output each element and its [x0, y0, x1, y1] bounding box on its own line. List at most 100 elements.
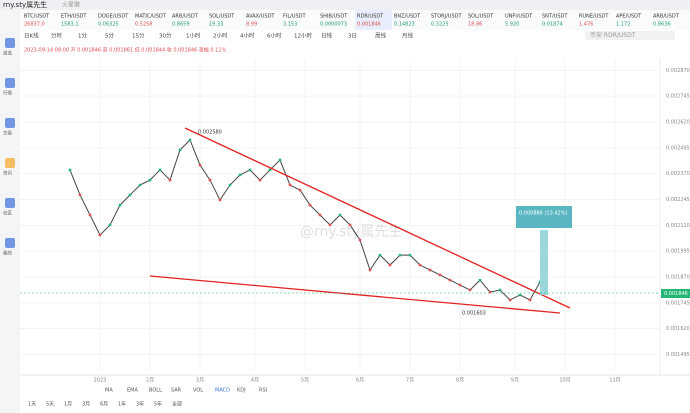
ticker-name[interactable]: RUNE/USDT	[579, 14, 609, 20]
y-tick-label: 0.001995	[666, 249, 690, 255]
toolbar-item[interactable]: 月线	[402, 32, 414, 40]
indicator-tab[interactable]: MA	[105, 388, 113, 394]
toolbar-item[interactable]: 15分	[132, 32, 145, 40]
price-point	[118, 203, 122, 207]
period-tab[interactable]: 5年	[154, 401, 162, 408]
ticker-name[interactable]: APE/USDT	[616, 14, 642, 20]
ticker-name[interactable]: SOL/USDT	[468, 14, 494, 20]
indicator-tab[interactable]: EMA	[127, 388, 138, 394]
title-bar	[0, 0, 690, 10]
sidebar-label: 社区	[3, 210, 12, 217]
toolbar-item[interactable]: 2小时	[213, 32, 228, 40]
ticker-name[interactable]: ETH/USDT	[61, 14, 87, 20]
indicator-tab[interactable]: SAR	[171, 388, 182, 394]
ticker-name[interactable]: SNT/USDT	[542, 14, 568, 20]
toolbar-item[interactable]: 周线	[375, 32, 387, 40]
ticker-name[interactable]: MATIC/USDT	[135, 14, 167, 20]
toolbar-item[interactable]: 分时	[51, 32, 63, 40]
ticker-name[interactable]: BTC/USDT	[24, 14, 50, 20]
y-tick-label: 0.001870	[666, 275, 690, 281]
ticker-name[interactable]: BNZ/USDT	[394, 14, 421, 20]
x-tick-label: 6月	[356, 378, 364, 384]
price-point	[178, 148, 182, 152]
toolbar-item[interactable]: 12小时	[294, 32, 312, 40]
price-point	[68, 168, 72, 172]
indicator-tab[interactable]: BOLL	[149, 388, 162, 394]
search-box[interactable]	[585, 31, 675, 40]
price-point	[368, 268, 372, 272]
toolbar-item[interactable]: 日线	[321, 32, 333, 40]
last-price-box	[661, 289, 690, 298]
price-point	[238, 173, 242, 177]
period-tab[interactable]: 1天	[28, 402, 36, 408]
price-point	[108, 223, 112, 227]
dynamic: BTC/USDT 26837.0 ETH/USDT 1583.1 DOGE/USDT 0.…	[3, 10, 690, 408]
sidebar-icon[interactable]	[5, 198, 15, 208]
search-text[interactable]: 币安 RDR/USDT	[590, 31, 636, 39]
sidebar-icon[interactable]	[5, 78, 15, 88]
toolbar-item[interactable]: 30分	[159, 32, 172, 40]
ticker-name[interactable]: SOL/USDT	[209, 14, 235, 20]
ticker-price: 0.001846	[357, 22, 381, 28]
indicator-tab[interactable]: MACD	[215, 388, 230, 394]
period-tab[interactable]: 1月	[64, 402, 72, 408]
ohlc-info: 2023-09-14 08:00 开 0.001846 高 0.001861 低…	[24, 47, 227, 54]
y-tick-label: 0.002745	[666, 94, 690, 100]
price-point	[198, 163, 202, 167]
price-point	[298, 188, 302, 192]
y-tick-label: 0.002870	[666, 68, 690, 74]
price-point	[88, 213, 92, 217]
ticker-name[interactable]: DOGE/USDT	[98, 14, 129, 20]
period-tab[interactable]: 3年	[136, 401, 144, 408]
toolbar-item[interactable]: 3日	[348, 33, 357, 40]
price-point	[458, 283, 462, 287]
period-tab[interactable]: 6月	[100, 402, 108, 408]
price-point	[218, 198, 222, 202]
period-tab[interactable]: 3月	[82, 402, 90, 408]
ticker-name[interactable]: RDR/USDT	[357, 14, 384, 20]
active-tab	[355, 10, 392, 30]
toolbar-item[interactable]: 5分	[105, 32, 114, 40]
toolbar-item[interactable]: 1小时	[186, 32, 201, 40]
price-point	[508, 298, 512, 302]
ticker-name[interactable]: ARB/USDT	[653, 14, 680, 20]
price-point	[188, 138, 192, 142]
sidebar-icon[interactable]	[5, 118, 15, 128]
indicator-tab[interactable]: KDJ	[237, 388, 246, 394]
price-point	[518, 293, 522, 297]
ticker-name[interactable]: ARB/USDT	[172, 14, 199, 20]
toolbar-item[interactable]: 日K线	[24, 32, 39, 40]
x-tick-label: 2023	[94, 378, 107, 384]
price-point	[148, 178, 152, 182]
price-point	[98, 233, 102, 237]
indicator-tab[interactable]: RSI	[259, 388, 267, 394]
period-tab[interactable]: 1年	[118, 401, 126, 408]
app-title: rny.sty属先生	[3, 0, 47, 9]
ticker-name[interactable]: STORJ/USDT	[431, 14, 462, 20]
toolbar-item[interactable]: 1分	[78, 32, 87, 40]
sidebar-icon[interactable]	[5, 238, 15, 248]
y-tick-label: 0.002495	[666, 145, 690, 151]
price-point	[528, 298, 532, 302]
ticker-price: 5.920	[505, 22, 519, 28]
sidebar-icon[interactable]	[5, 38, 15, 48]
ticker-price: 18.86	[468, 22, 482, 28]
period-tab[interactable]: 5天	[46, 402, 54, 408]
toolbar-item[interactable]: 4小时	[240, 32, 255, 40]
ticker-name[interactable]: AVAX/USDT	[246, 14, 275, 20]
x-tick-label: 5月	[301, 378, 309, 384]
period-tab[interactable]: 全部	[172, 401, 182, 408]
toolbar-item[interactable]: 6小时	[267, 32, 282, 40]
ticker-price: 1.476	[579, 22, 593, 28]
watermark: @rny.sty属先生	[300, 224, 402, 240]
ticker-name[interactable]: UNFI/USDT	[505, 14, 533, 20]
ticker-name[interactable]: SHIB/USDT	[320, 14, 348, 20]
y-tick-label: 0.002245	[666, 197, 690, 203]
price-point	[78, 193, 82, 197]
y-tick-label: 0.001620	[666, 326, 690, 332]
ticker-name[interactable]: FIL/USDT	[283, 14, 307, 20]
price-point	[468, 288, 472, 292]
sidebar-icon[interactable]	[5, 158, 15, 168]
indicator-tab[interactable]: VOL	[193, 388, 203, 394]
